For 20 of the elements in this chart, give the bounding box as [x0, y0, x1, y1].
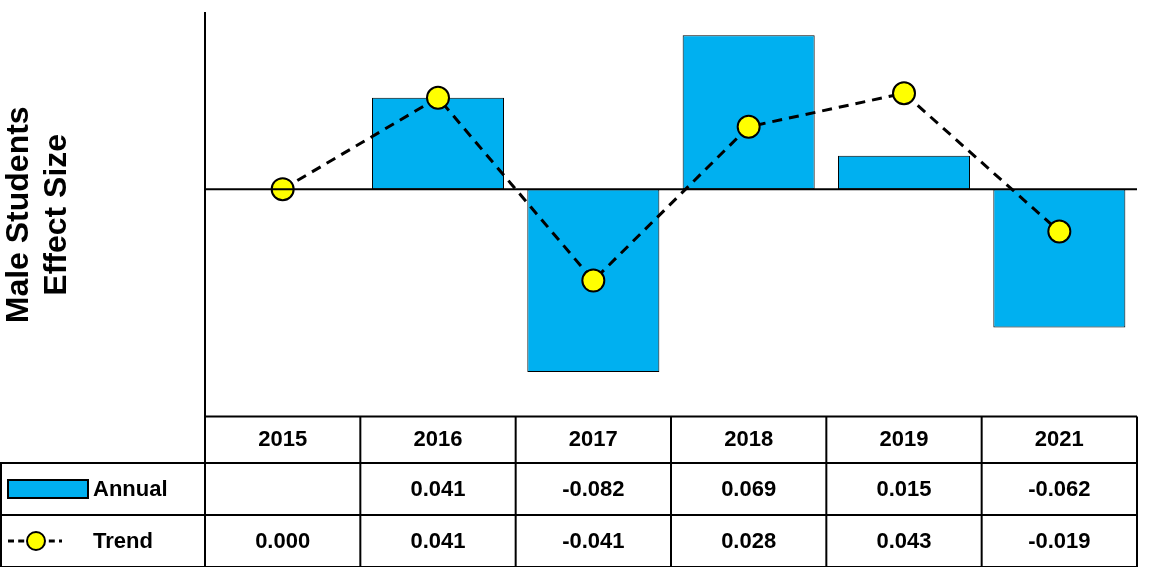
legend-label: Trend: [93, 528, 153, 554]
x-tick-label: 2017: [568, 425, 618, 451]
data-label: 0.041: [410, 476, 466, 502]
data-label: -0.062: [1028, 476, 1091, 502]
data-label: -0.082: [562, 476, 625, 502]
data-label: 0.043: [876, 528, 932, 554]
data-label: 0.069: [721, 476, 777, 502]
x-tick-label: 2018: [724, 425, 774, 451]
data-label: -0.041: [562, 528, 625, 554]
y-axis-title: Male Students Effect Size: [0, 106, 74, 324]
x-tick-label: 2021: [1034, 425, 1084, 451]
x-tick-label: 2016: [413, 425, 463, 451]
x-tick-label: 2015: [258, 425, 308, 451]
legend-label: Annual: [93, 476, 168, 502]
data-label: 0.041: [410, 528, 466, 554]
x-tick-label: 2019: [879, 425, 929, 451]
data-label: 0.000: [255, 528, 311, 554]
data-label: 0.028: [721, 528, 777, 554]
data-label: 0.015: [876, 476, 932, 502]
data-label: -0.019: [1028, 528, 1091, 554]
